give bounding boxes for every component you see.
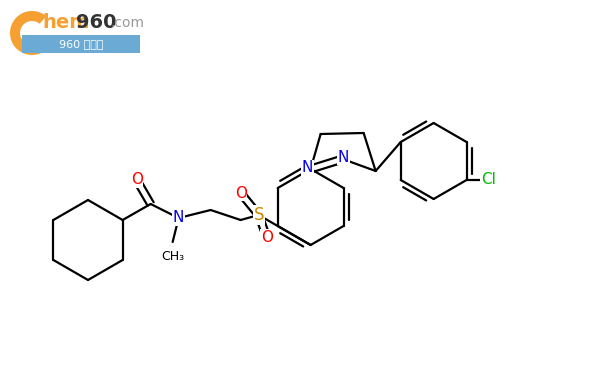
Text: 960 化工网: 960 化工网 [59,39,103,49]
Text: hem: hem [42,13,90,33]
Polygon shape [10,11,46,55]
Text: 960: 960 [76,13,117,33]
Text: Cl: Cl [481,172,496,188]
Text: N: N [302,160,313,176]
Text: N: N [173,210,185,225]
Text: .com: .com [110,16,144,30]
Bar [22,35,140,53]
Text: O: O [131,172,143,188]
Text: CH₃: CH₃ [161,250,184,263]
Text: O: O [235,186,247,201]
Text: S: S [253,206,264,224]
Text: O: O [261,230,273,244]
Text: N: N [338,150,349,165]
